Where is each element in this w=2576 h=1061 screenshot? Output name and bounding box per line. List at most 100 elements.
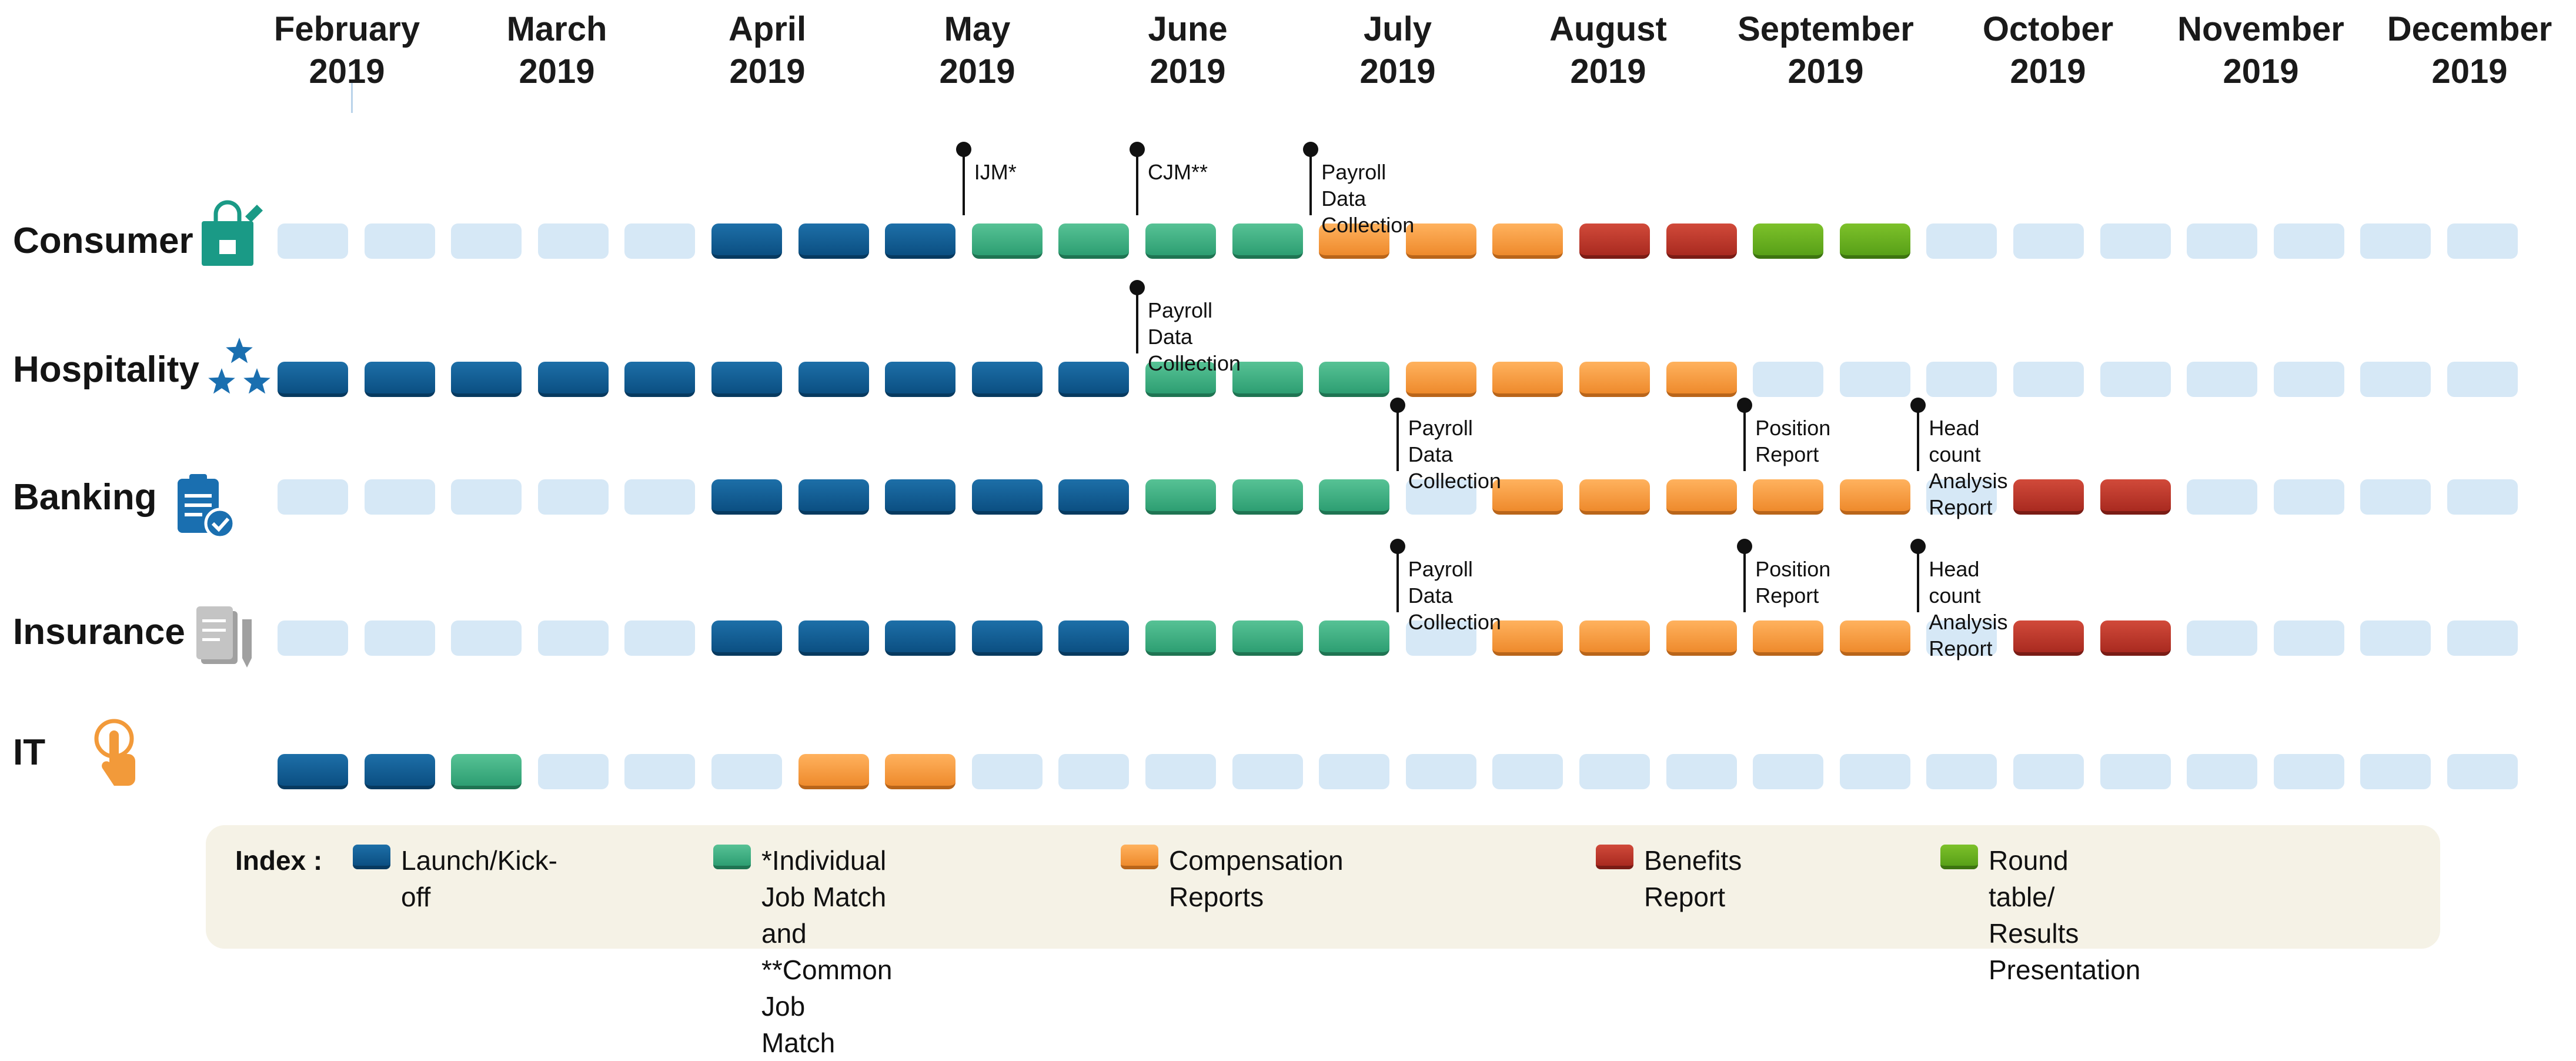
month-label: December 2019 [2387, 10, 2552, 91]
timeline-block-empty [278, 223, 348, 259]
timeline-block-match [1058, 223, 1130, 259]
legend-swatch-benefits [1596, 845, 1633, 869]
month-label: July 2019 [1359, 10, 1436, 91]
timeline-block-comp [1492, 620, 1563, 656]
legend-label-benefits: Benefits Report [1644, 845, 1742, 912]
timeline-block-comp [1405, 223, 1476, 259]
timeline-block-benefit [2100, 479, 2171, 515]
timeline-block-empty [1926, 479, 1997, 515]
timeline-block-launch [364, 754, 435, 789]
legend-label-round-table: Round table/ Results Presentation [1989, 845, 2141, 985]
row-label: Hospitality [13, 349, 199, 390]
timeline-block-empty [2013, 223, 2084, 259]
milestone-dot [1130, 280, 1145, 295]
clipboard-check-icon [169, 471, 240, 544]
timeline-block-launch [364, 362, 435, 397]
milestone-label: Position Report [1755, 416, 1831, 466]
milestone-line [1917, 546, 1920, 612]
timeline-block-launch [537, 362, 609, 397]
timeline-block-comp [885, 754, 956, 789]
timeline-block-launch [885, 620, 956, 656]
timeline-block-empty [2187, 362, 2258, 397]
timeline-block-empty [1405, 620, 1476, 656]
milestone-dot [1737, 539, 1753, 554]
timeline-block-launch [711, 223, 782, 259]
timeline-block-empty [2187, 754, 2258, 789]
timeline-block-empty [1753, 754, 1824, 789]
milestone-label: Payroll Data Collection [1408, 416, 1501, 493]
timeline-block-empty [537, 754, 609, 789]
milestone-line [1136, 149, 1138, 215]
timeline-block-match [1319, 620, 1390, 656]
timeline-block-empty [2360, 362, 2431, 397]
timeline-block-empty [451, 479, 522, 515]
timeline-block-match [1145, 479, 1216, 515]
milestone-line [962, 149, 965, 215]
milestone-dot [1303, 142, 1319, 157]
timeline-block-empty [1232, 754, 1303, 789]
milestone-label: Payroll Data Collection [1408, 557, 1501, 634]
timeline-block-empty [1839, 754, 1910, 789]
timeline-block-match [1232, 362, 1303, 397]
timeline-block-benefit [1579, 223, 1650, 259]
timeline-block-empty [2447, 620, 2518, 656]
timeline-block-empty [2360, 754, 2431, 789]
milestone-label: Payroll Data Collection [1321, 160, 1415, 237]
timeline-block-empty [2273, 479, 2344, 515]
timeline-block-launch [885, 362, 956, 397]
month-label: September 2019 [1738, 10, 1914, 91]
timeline-block-comp [1492, 362, 1563, 397]
timeline-block-empty [1666, 754, 1737, 789]
timeline-block-launch [1058, 620, 1130, 656]
timeline-block-launch [451, 362, 522, 397]
milestone-dot [1389, 398, 1405, 413]
milestone-line [1396, 546, 1399, 612]
timeline-block-empty [624, 620, 696, 656]
timeline-block-empty [1926, 223, 1997, 259]
timeline-block-comp [1666, 620, 1737, 656]
month-label: February 2019 [273, 10, 420, 91]
timeline-block-launch [798, 620, 869, 656]
milestone-line [1743, 405, 1746, 471]
timeline-block-round [1839, 223, 1910, 259]
timeline-block-empty [1058, 754, 1130, 789]
timeline-block-empty [624, 479, 696, 515]
milestone-line [1743, 546, 1746, 612]
legend-panel [206, 825, 2440, 949]
timeline-block-comp [1405, 362, 1476, 397]
timeline-block-empty [2360, 479, 2431, 515]
timeline-block-empty [2187, 620, 2258, 656]
timeline-block-empty [2360, 223, 2431, 259]
timeline-block-empty [1145, 754, 1216, 789]
timeline-block-launch [711, 620, 782, 656]
timeline-block-comp [1666, 479, 1737, 515]
timeline-block-comp [798, 754, 869, 789]
timeline-block-launch [971, 479, 1043, 515]
timeline-block-benefit [2013, 479, 2084, 515]
month-label: March 2019 [506, 10, 607, 91]
timeline-block-match [1232, 223, 1303, 259]
milestone-dot [1389, 539, 1405, 554]
milestone-dot [1910, 539, 1926, 554]
row-label: Insurance [13, 612, 185, 652]
legend-label-match: *Individual Job Match and **Common Job M… [761, 845, 893, 1058]
shopping-bag-icon [196, 199, 266, 272]
milestone-line [1136, 288, 1138, 353]
timeline-block-launch [971, 620, 1043, 656]
milestone-dot [1737, 398, 1753, 413]
timeline-block-empty [1405, 754, 1476, 789]
milestone-label: Head count Analysis Report [1929, 557, 2008, 660]
timeline-block-empty [364, 620, 435, 656]
timeline-block-benefit [2013, 620, 2084, 656]
row-label: Consumer [13, 221, 193, 261]
document-pen-icon [192, 602, 262, 675]
milestone-dot [1910, 398, 1926, 413]
timeline-block-launch [798, 479, 869, 515]
timeline-block-comp [1753, 479, 1824, 515]
timeline-block-match [1145, 362, 1216, 397]
month-label: October 2019 [1982, 10, 2114, 91]
timeline-block-launch [278, 754, 348, 789]
timeline-block-empty [537, 479, 609, 515]
timeline-block-launch [885, 223, 956, 259]
timeline-start-tick [351, 82, 353, 113]
